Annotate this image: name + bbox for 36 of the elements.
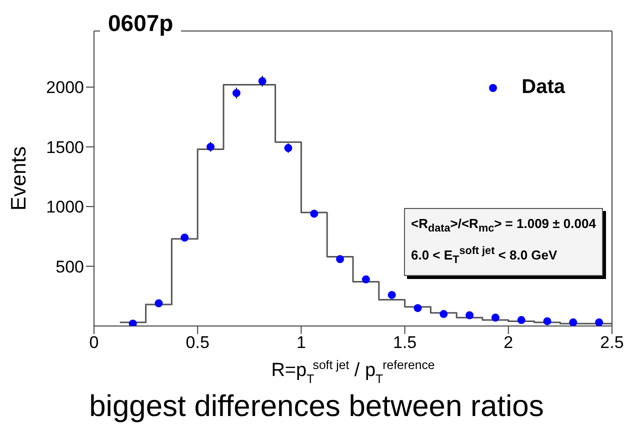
point [258, 77, 266, 86]
point [310, 210, 318, 218]
point [440, 310, 448, 318]
text: biggest differences between ratios [88, 389, 545, 425]
point [206, 142, 215, 151]
point [517, 316, 526, 324]
point [232, 89, 240, 98]
y-tick-label: 1000 [46, 198, 84, 217]
annotation: <R$_{data}$>/<R$_{mc}$> = 1.009 ± 0.004 [411, 215, 596, 237]
x-tick-label: 2 [504, 333, 514, 352]
point [362, 275, 370, 284]
y-tick-label: 1500 [46, 138, 84, 157]
point [180, 234, 189, 242]
point [491, 314, 500, 322]
point [128, 320, 137, 326]
y-axis-title: Events [7, 146, 30, 211]
legend-label: Data [522, 76, 565, 99]
annotation: 6.0 < E$_{T}$$^{soft jet}$ < 8.0 GeV [411, 244, 558, 268]
y-tick-label: 2000 [46, 78, 84, 98]
point [466, 311, 474, 320]
x-tick-label: 0.5 [186, 333, 210, 352]
y-tick-label: 500 [56, 257, 84, 276]
x-tick-label: 1 [296, 333, 306, 352]
point [543, 317, 552, 326]
x-tick-label: 1.5 [392, 333, 417, 352]
point [154, 299, 163, 308]
chart-title: 0607p [100, 10, 182, 37]
point [336, 255, 344, 264]
x-tick-label: 2.5 [600, 333, 624, 352]
point [595, 318, 604, 326]
point [284, 144, 292, 152]
point [569, 318, 578, 326]
annotation-box: <R$_{data}$>/<R$_{mc}$> = 1.009 ± 0.004 6.0 < E$_{T}$$^{soft jet}$ < 8.0 GeV [404, 208, 603, 276]
point [414, 304, 422, 312]
x-tick-label: 0 [89, 333, 99, 352]
point [388, 290, 396, 299]
